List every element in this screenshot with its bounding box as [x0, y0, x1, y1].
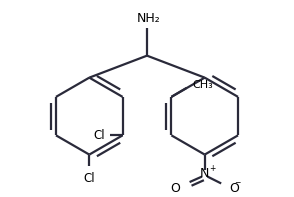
Text: N: N	[200, 167, 209, 180]
Text: Cl: Cl	[93, 129, 105, 142]
Text: O: O	[170, 182, 180, 195]
Text: −: −	[234, 178, 240, 187]
Text: +: +	[209, 164, 216, 173]
Text: CH₃: CH₃	[192, 80, 213, 89]
Text: Cl: Cl	[83, 172, 95, 185]
Text: NH₂: NH₂	[136, 12, 160, 25]
Text: O: O	[229, 182, 239, 195]
